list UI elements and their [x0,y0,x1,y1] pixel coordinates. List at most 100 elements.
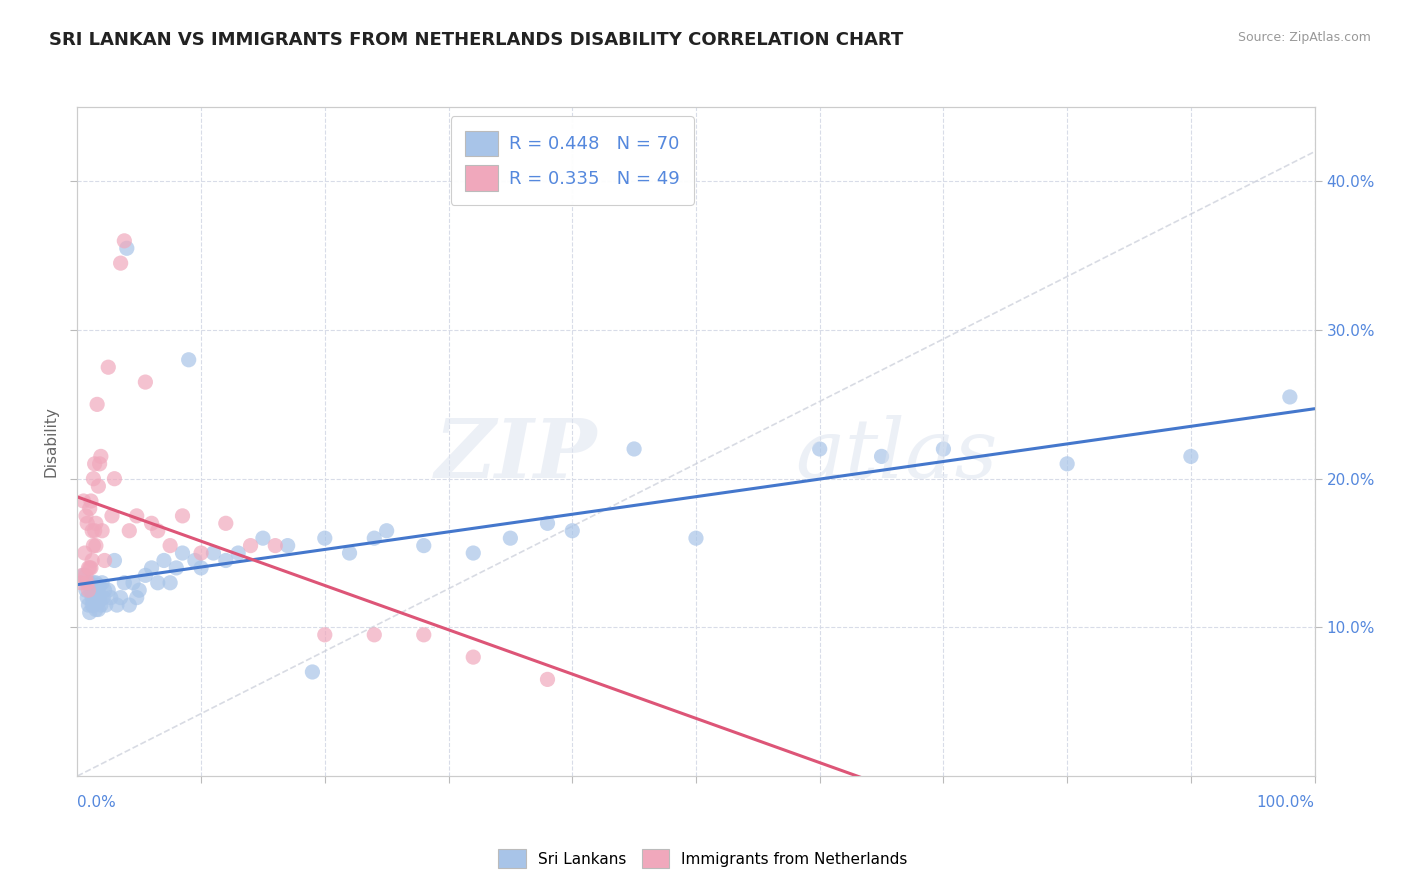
Point [115,241,138,255]
Point [499,531,522,545]
Point [412,539,434,553]
Point [314,628,336,642]
Point [134,375,156,389]
Point [82,598,104,612]
Point [91,591,114,605]
Point [82,539,104,553]
Point [76,516,98,531]
Point [82,598,104,612]
Point [264,539,287,553]
Point [202,546,225,560]
Point [165,561,187,575]
Point [172,546,194,560]
Point [75,583,97,598]
Point [112,575,135,590]
Point [623,442,645,456]
Point [82,575,104,590]
Point [91,575,114,590]
Point [80,561,103,575]
Point [90,598,112,612]
Point [252,531,274,545]
Point [75,568,97,582]
Point [301,665,323,679]
Point [375,524,398,538]
Text: 0.0%: 0.0% [77,796,117,810]
Point [84,539,107,553]
Point [808,442,831,456]
Legend: R = 0.448   N = 70, R = 0.335   N = 49: R = 0.448 N = 70, R = 0.335 N = 49 [451,116,693,205]
Point [226,546,249,560]
Point [314,531,336,545]
Point [86,579,108,593]
Point [128,583,150,598]
Point [87,602,110,616]
Point [190,546,212,560]
Point [184,553,207,567]
Point [215,516,238,531]
Point [79,501,101,516]
Point [84,516,107,531]
Point [932,442,955,456]
Point [159,575,181,590]
Point [134,568,156,582]
Point [412,628,434,642]
Point [239,539,262,553]
Text: ZIP: ZIP [434,415,598,495]
Point [146,575,169,590]
Point [277,539,299,553]
Point [86,397,108,411]
Point [536,673,558,687]
Y-axis label: Disability: Disability [44,406,59,477]
Text: atlas: atlas [794,415,997,495]
Point [79,561,101,575]
Point [80,583,103,598]
Point [93,583,115,598]
Point [105,598,128,612]
Point [76,575,98,590]
Point [172,508,194,523]
Text: SRI LANKAN VS IMMIGRANTS FROM NETHERLANDS DISABILITY CORRELATION CHART: SRI LANKAN VS IMMIGRANTS FROM NETHERLAND… [49,31,904,49]
Point [77,598,100,612]
Point [73,546,96,560]
Text: 100.0%: 100.0% [1257,796,1315,810]
Point [141,561,163,575]
Point [190,561,212,575]
Point [77,583,100,598]
Point [100,591,122,605]
Point [82,553,104,567]
Point [79,575,101,590]
Point [89,457,111,471]
Point [75,508,97,523]
Point [84,602,107,616]
Point [82,591,104,605]
Point [93,553,115,567]
Point [112,234,135,248]
Point [118,524,141,538]
Point [103,553,125,567]
Point [215,553,238,567]
Point [536,516,558,531]
Point [84,575,107,590]
Point [91,524,114,538]
Point [86,593,108,607]
Point [80,494,103,508]
Point [463,546,485,560]
Point [363,628,385,642]
Point [363,531,385,545]
Point [1056,457,1078,471]
Point [561,524,583,538]
Point [83,524,105,538]
Point [141,516,163,531]
Point [125,508,148,523]
Point [122,575,145,590]
Point [83,583,105,598]
Legend: Sri Lankans, Immigrants from Netherlands: Sri Lankans, Immigrants from Netherlands [491,841,915,875]
Point [339,546,361,560]
Point [89,593,111,607]
Point [70,575,93,590]
Point [110,591,132,605]
Point [463,650,485,665]
Point [1278,390,1301,404]
Point [87,588,110,602]
Point [90,450,112,464]
